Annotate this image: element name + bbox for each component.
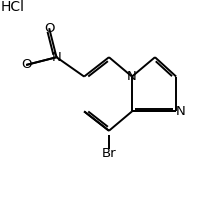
Text: O: O bbox=[44, 22, 54, 35]
Text: N: N bbox=[127, 70, 137, 83]
Text: O: O bbox=[21, 58, 31, 71]
Text: N: N bbox=[176, 105, 185, 118]
Text: HCl: HCl bbox=[1, 0, 25, 14]
Text: N: N bbox=[52, 51, 61, 64]
Text: Br: Br bbox=[102, 147, 116, 160]
